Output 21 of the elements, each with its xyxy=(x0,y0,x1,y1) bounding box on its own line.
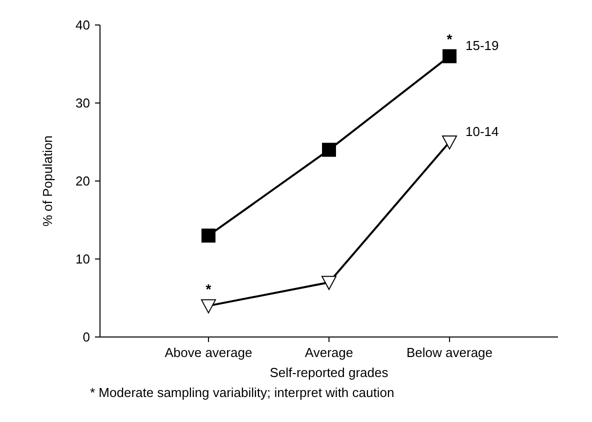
y-tick-label: 30 xyxy=(76,96,90,111)
y-axis-title: % of Population xyxy=(40,135,55,227)
point xyxy=(201,228,216,243)
point xyxy=(442,136,458,150)
y-tick-label: 0 xyxy=(82,330,90,345)
series-label: 10-14 xyxy=(466,124,499,139)
x-tick-label: Average xyxy=(304,345,354,360)
annotation: * xyxy=(206,280,212,297)
point xyxy=(322,276,336,290)
point xyxy=(442,49,457,64)
point xyxy=(200,299,216,314)
point xyxy=(322,142,336,157)
series-label: 15-19 xyxy=(466,38,499,54)
annotation: * xyxy=(446,31,453,48)
y-tick-label: 40 xyxy=(76,18,90,33)
text: * Moderate sampling variability; interpret with caution xyxy=(90,385,394,400)
y-tick-label: 20 xyxy=(76,174,90,189)
x-axis-title: Self-reported grades xyxy=(270,365,389,380)
x-tick-label: Below average xyxy=(406,345,493,360)
x-tick-label: Above average xyxy=(164,345,252,360)
y-tick-label: 10 xyxy=(76,252,90,267)
